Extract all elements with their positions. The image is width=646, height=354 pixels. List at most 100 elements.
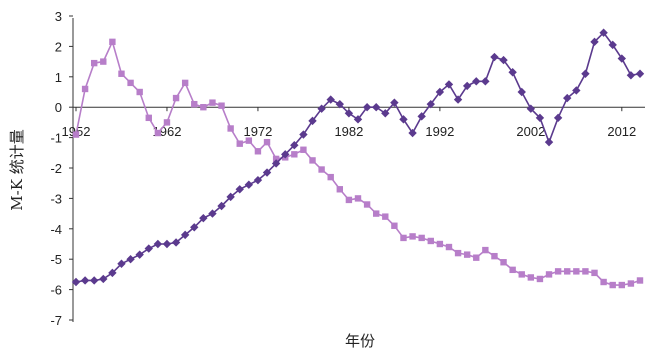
- data-point-diamond: [572, 86, 581, 95]
- data-point-diamond: [381, 109, 390, 118]
- data-point-square: [72, 131, 80, 138]
- data-point-square: [336, 186, 344, 193]
- data-point-square: [291, 151, 298, 158]
- data-point-diamond: [308, 116, 317, 126]
- data-point-square: [345, 196, 353, 204]
- data-point-square: [382, 213, 389, 220]
- data-point-diamond: [626, 71, 636, 80]
- data-point-diamond: [490, 52, 499, 62]
- data-point-square: [573, 268, 580, 275]
- data-point-square: [81, 85, 89, 93]
- data-point-diamond: [544, 137, 554, 147]
- y-tick-label: -3: [50, 191, 62, 206]
- data-point-diamond: [126, 255, 135, 264]
- y-tick-label: -7: [50, 313, 62, 328]
- data-point-diamond: [481, 77, 490, 86]
- data-point-diamond: [271, 159, 281, 168]
- data-point-square: [518, 271, 525, 278]
- data-point-square: [600, 278, 607, 286]
- data-point-square: [245, 137, 253, 144]
- x-tick-label: 1972: [243, 124, 272, 139]
- series-1: [72, 38, 644, 289]
- data-point-diamond: [408, 128, 417, 138]
- data-point-square: [209, 99, 216, 106]
- data-point-diamond: [563, 93, 572, 103]
- data-point-diamond: [617, 54, 627, 63]
- data-point-diamond: [262, 168, 272, 177]
- y-tick-label: 0: [55, 100, 62, 115]
- y-tick-label: 1: [55, 70, 62, 85]
- data-point-diamond: [162, 239, 172, 249]
- data-point-square: [227, 125, 234, 132]
- data-point-square: [582, 268, 589, 275]
- x-axis-title: 年份: [345, 332, 375, 350]
- x-tick-label: 2012: [607, 124, 636, 139]
- data-point-square: [272, 155, 280, 163]
- data-point-diamond: [417, 112, 426, 121]
- data-point-diamond: [253, 175, 263, 185]
- data-point-square: [263, 138, 271, 146]
- data-point-square: [191, 100, 198, 108]
- data-point-diamond: [281, 150, 290, 159]
- data-point-square: [100, 58, 107, 65]
- data-point-diamond: [117, 259, 126, 268]
- y-tick-label: -1: [50, 131, 62, 146]
- data-point-square: [254, 148, 262, 155]
- series-layer: [71, 28, 645, 289]
- data-point-diamond: [108, 268, 117, 278]
- data-point-square: [409, 233, 416, 240]
- y-tick-label: -6: [50, 283, 62, 298]
- data-point-square: [300, 146, 307, 153]
- data-point-square: [527, 274, 535, 281]
- data-point-diamond: [344, 109, 354, 118]
- data-point-square: [536, 275, 544, 283]
- data-point-square: [391, 222, 398, 229]
- data-point-diamond: [499, 55, 508, 65]
- data-point-diamond: [599, 28, 608, 37]
- data-point-diamond: [517, 87, 526, 97]
- data-point-diamond: [399, 115, 408, 124]
- data-point-square: [427, 237, 434, 245]
- data-point-square: [145, 114, 152, 122]
- data-point-square: [354, 195, 362, 202]
- data-point-diamond: [135, 250, 144, 259]
- data-point-square: [90, 59, 98, 67]
- data-point-diamond: [217, 201, 226, 211]
- data-point-diamond: [326, 95, 335, 104]
- axes: [72, 18, 645, 322]
- data-point-square: [327, 173, 334, 181]
- data-point-diamond: [89, 276, 99, 285]
- data-point-square: [591, 269, 598, 277]
- data-point-square: [473, 254, 480, 261]
- data-point-diamond: [235, 185, 244, 194]
- data-point-square: [236, 140, 243, 147]
- x-tick-label: 1982: [334, 124, 363, 139]
- data-point-square: [200, 104, 207, 111]
- data-point-square: [509, 266, 516, 274]
- data-point-diamond: [190, 223, 199, 232]
- data-point-diamond: [317, 104, 326, 113]
- data-point-square: [318, 166, 325, 173]
- data-point-diamond: [535, 113, 545, 123]
- data-point-diamond: [290, 141, 299, 150]
- data-point-square: [172, 94, 180, 102]
- data-point-diamond: [608, 40, 617, 50]
- data-point-diamond: [581, 69, 590, 78]
- data-point-square: [127, 79, 134, 87]
- data-point-square: [163, 119, 171, 126]
- data-point-diamond: [299, 130, 308, 139]
- data-point-square: [372, 210, 380, 217]
- data-point-diamond: [208, 209, 217, 218]
- data-point-square: [445, 243, 453, 251]
- data-point-square: [109, 38, 116, 46]
- data-point-square: [363, 201, 371, 208]
- data-point-square: [564, 268, 571, 275]
- data-point-square: [482, 246, 489, 254]
- data-point-diamond: [353, 115, 363, 124]
- data-point-diamond: [153, 239, 163, 249]
- data-point-square: [181, 79, 189, 87]
- data-point-diamond: [590, 37, 599, 47]
- data-point-square: [118, 70, 125, 77]
- y-tick-label: -2: [50, 161, 62, 176]
- data-point-square: [218, 102, 225, 109]
